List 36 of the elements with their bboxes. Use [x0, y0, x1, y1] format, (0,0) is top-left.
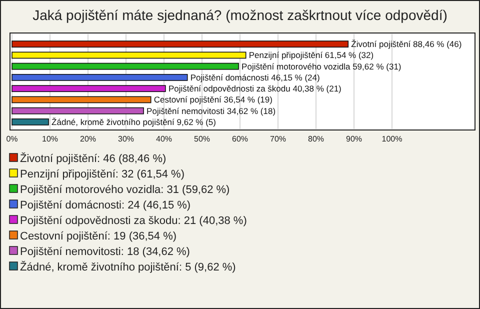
bar — [12, 74, 188, 81]
x-tick-label: 60% — [232, 134, 248, 144]
chart-title: Jaká pojištění máte sjednaná? (možnost zaškrtnout více odpovědí) — [32, 7, 448, 23]
text: Cestovní pojištění: 19 (36,54 %) — [20, 230, 177, 242]
bar — [12, 85, 166, 92]
category-label: Pojištění domácnosti 46,15 % (24) — [190, 72, 320, 82]
bar — [12, 40, 349, 48]
category-label: Penzijní připojištění 61,54 % (32) — [248, 50, 374, 60]
bar — [12, 118, 49, 126]
x-tick-label: 0% — [6, 134, 18, 144]
text: Pojištění odpovědnosti za škodu: 21 (40,38 %) — [20, 215, 247, 227]
x-tick-label: 80% — [308, 134, 324, 144]
text: Životní pojištění: 46 (88,46 %) — [20, 152, 166, 165]
bar — [12, 107, 144, 114]
text: Penzijní připojištění: 32 (61,54 %) — [20, 168, 184, 180]
category-label: Pojištění motorového vozidla 59,62 % (31) — [242, 61, 402, 72]
text: Pojištění motorového vozidla: 31 (59,62 %) — [20, 184, 230, 196]
text: Pojištění nemovitosti: 18 (34,62 %) — [20, 246, 190, 258]
category-label: Cestovní pojištění 36,54 % (19) — [154, 94, 272, 105]
text: Žádné, kromě životního pojištění: 5 (9,62 %) — [20, 260, 236, 274]
bar — [12, 96, 152, 104]
x-tick-label: 100% — [382, 134, 402, 144]
bar — [12, 62, 239, 70]
category-label: Žádné, kromě životního pojištění 9,62 % (5) — [52, 116, 216, 127]
category-label: Pojištění nemovitosti 34,62 % (18) — [146, 106, 276, 116]
category-label: Pojištění odpovědnosti za škodu 40,38 % (21) — [168, 84, 342, 94]
x-tick-label: 90% — [346, 134, 362, 144]
x-tick-label: 30% — [118, 134, 134, 144]
x-tick-label: 20% — [80, 134, 96, 144]
x-tick-label: 10% — [42, 134, 58, 144]
text: Pojištění domácnosti: 24 (46,15 %) — [20, 200, 191, 212]
x-tick-label: 70% — [270, 134, 286, 144]
bar — [12, 52, 246, 59]
category-label: Životní pojištění 88,46 % (46) — [351, 39, 462, 50]
x-tick-label: 50% — [194, 134, 210, 144]
x-tick-label: 40% — [156, 134, 172, 144]
